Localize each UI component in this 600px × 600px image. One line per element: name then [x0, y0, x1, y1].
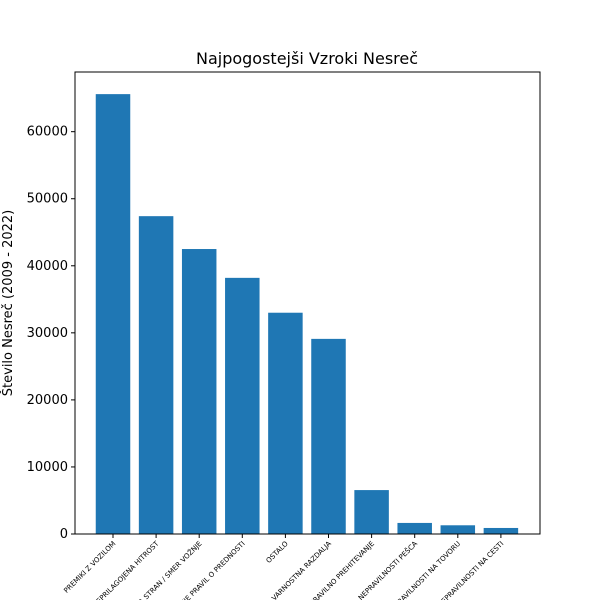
bar	[225, 277, 260, 534]
bar	[268, 312, 303, 534]
bar	[95, 94, 131, 535]
axes-frame	[74, 71, 541, 535]
bar	[354, 490, 389, 534]
y-tick-label: 60000	[27, 125, 68, 140]
bar	[181, 249, 217, 534]
bar	[483, 527, 519, 534]
y-tick-label: 40000	[27, 259, 68, 274]
bar	[311, 338, 346, 534]
y-tick-label: 50000	[27, 192, 68, 207]
y-tick-label: 0	[60, 527, 68, 542]
chart-title: Najpogostejši Vzroki Nesreč	[196, 49, 418, 68]
y-tick-label: 10000	[27, 460, 68, 475]
y-axis-label: Število Nesreč (2009 - 2022)	[0, 210, 16, 396]
bar	[138, 216, 174, 534]
bar	[397, 522, 432, 534]
y-tick-label: 20000	[27, 393, 68, 408]
bar	[440, 525, 476, 534]
y-tick-label: 30000	[27, 326, 68, 341]
